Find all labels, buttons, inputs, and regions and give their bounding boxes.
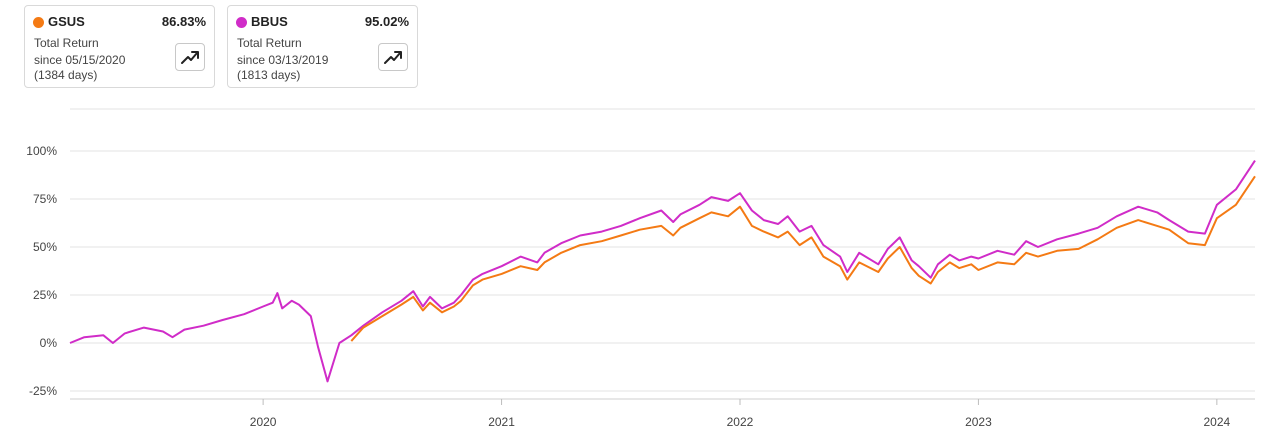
x-tick-label: 2023 <box>965 415 992 429</box>
trend-chart-button[interactable] <box>175 43 205 71</box>
summary-card-bbus: BBUS 95.02% Total Return since 03/13/201… <box>227 5 418 88</box>
y-tick-label: 25% <box>33 288 57 302</box>
y-tick-label: 100% <box>26 144 57 158</box>
y-tick-label: -25% <box>29 384 57 398</box>
series-color-dot <box>236 17 247 28</box>
days-count: (1813 days) <box>237 68 301 82</box>
chart-series <box>69 160 1256 383</box>
since-date: since 03/13/2019 <box>237 53 329 67</box>
since-date: since 05/15/2020 <box>34 53 126 67</box>
x-tick-label: 2021 <box>488 415 515 429</box>
x-tick-label: 2020 <box>250 415 277 429</box>
x-axis: 2020 2021 2022 2023 2024 <box>70 398 1255 429</box>
trending-up-icon <box>384 51 402 64</box>
trend-chart-button[interactable] <box>378 43 408 71</box>
y-tick-label: 50% <box>33 240 57 254</box>
y-tick-label: 0% <box>40 336 58 350</box>
series-line-gsus <box>350 175 1256 342</box>
series-color-dot <box>33 17 44 28</box>
chart-grid <box>70 108 1255 392</box>
days-count: (1384 days) <box>34 68 98 82</box>
x-tick-label: 2022 <box>727 415 754 429</box>
total-return-value: 86.83% <box>161 14 206 29</box>
y-axis: 100% 75% 50% 25% 0% -25% <box>26 144 57 398</box>
metric-label: Total Return <box>237 36 302 50</box>
trending-up-icon <box>181 51 199 64</box>
ticker-label: GSUS <box>48 14 85 29</box>
series-line-bbus <box>69 160 1256 383</box>
total-return-value: 95.02% <box>364 14 409 29</box>
summary-card-gsus: GSUS 86.83% Total Return since 05/15/202… <box>24 5 215 88</box>
y-tick-label: 75% <box>33 192 57 206</box>
metric-label: Total Return <box>34 36 99 50</box>
ticker-label: BBUS <box>251 14 288 29</box>
x-tick-label: 2024 <box>1203 415 1230 429</box>
